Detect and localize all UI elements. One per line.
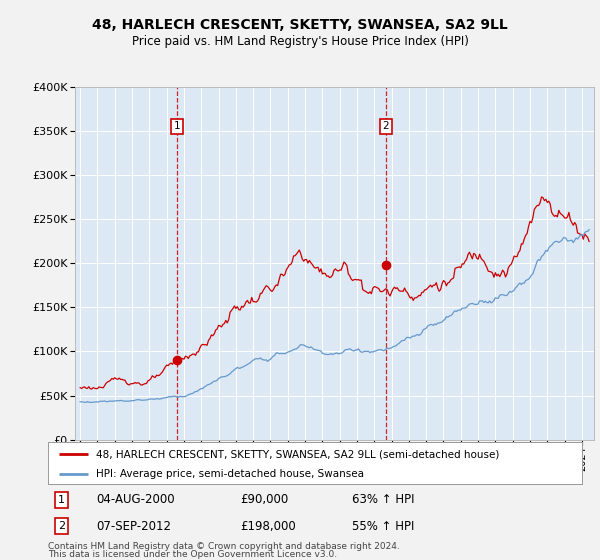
Text: 1: 1	[58, 494, 65, 505]
Text: 2: 2	[58, 521, 65, 531]
Text: 2: 2	[383, 122, 389, 132]
Text: 48, HARLECH CRESCENT, SKETTY, SWANSEA, SA2 9LL (semi-detached house): 48, HARLECH CRESCENT, SKETTY, SWANSEA, S…	[96, 449, 499, 459]
Text: Price paid vs. HM Land Registry's House Price Index (HPI): Price paid vs. HM Land Registry's House …	[131, 35, 469, 49]
Text: 63% ↑ HPI: 63% ↑ HPI	[352, 493, 415, 506]
Text: Contains HM Land Registry data © Crown copyright and database right 2024.: Contains HM Land Registry data © Crown c…	[48, 542, 400, 550]
Text: 48, HARLECH CRESCENT, SKETTY, SWANSEA, SA2 9LL: 48, HARLECH CRESCENT, SKETTY, SWANSEA, S…	[92, 18, 508, 32]
Text: 04-AUG-2000: 04-AUG-2000	[96, 493, 175, 506]
Text: £198,000: £198,000	[240, 520, 296, 533]
Text: 1: 1	[173, 122, 180, 132]
Text: £90,000: £90,000	[240, 493, 289, 506]
Text: 07-SEP-2012: 07-SEP-2012	[96, 520, 171, 533]
Text: HPI: Average price, semi-detached house, Swansea: HPI: Average price, semi-detached house,…	[96, 469, 364, 479]
Text: 55% ↑ HPI: 55% ↑ HPI	[352, 520, 415, 533]
Text: This data is licensed under the Open Government Licence v3.0.: This data is licensed under the Open Gov…	[48, 550, 337, 559]
